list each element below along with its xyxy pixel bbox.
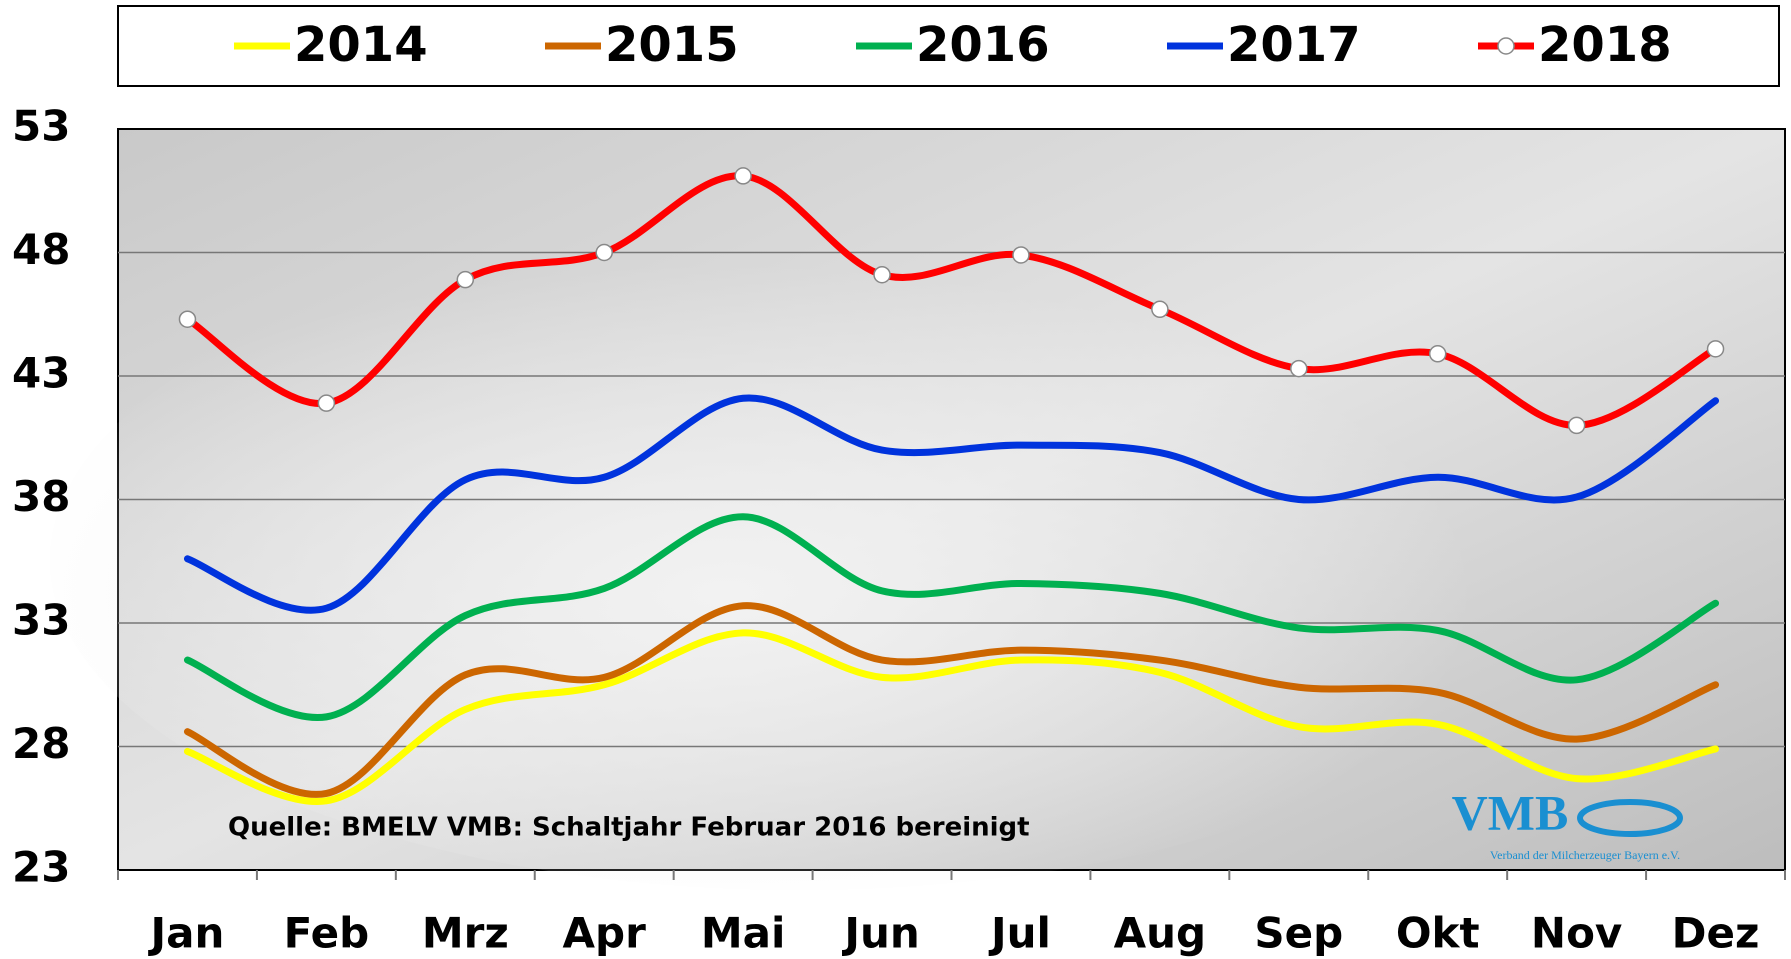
- series-line: [183, 394, 1720, 614]
- x-tick-label: Jul: [988, 909, 1051, 958]
- y-tick-label: 33: [12, 596, 70, 645]
- legend-label: 2018: [1538, 17, 1672, 73]
- x-tick-label: Apr: [563, 909, 647, 958]
- legend-label: 2014: [294, 17, 428, 73]
- series-line: [183, 172, 1720, 429]
- point-marker: [595, 243, 613, 262]
- logo-title: VMB: [1452, 784, 1569, 840]
- legend-label: 2015: [605, 17, 739, 73]
- x-tick-label: Dez: [1672, 909, 1760, 958]
- logo-icon: [1577, 799, 1683, 837]
- x-tick-label: Nov: [1531, 909, 1622, 958]
- x-tick-label: Mai: [701, 909, 786, 958]
- y-tick-label: 48: [12, 225, 70, 274]
- point-marker: [734, 167, 752, 185]
- point-marker: [1290, 359, 1308, 378]
- legend-marker: [1497, 37, 1515, 55]
- y-tick-label: 23: [12, 843, 70, 892]
- x-tick-label: Jun: [841, 909, 919, 958]
- series-line: [183, 629, 1720, 806]
- y-tick-label: 43: [12, 349, 70, 398]
- series-line: [183, 513, 1720, 722]
- x-tick-label: Aug: [1114, 909, 1206, 958]
- point-marker: [1012, 246, 1030, 264]
- x-tick-label: Okt: [1396, 909, 1480, 958]
- point-marker: [1151, 300, 1169, 319]
- x-tick-label: Sep: [1254, 909, 1343, 958]
- point-marker: [873, 265, 891, 284]
- background-splash: [50, 230, 1550, 890]
- legend-label: 2017: [1227, 17, 1361, 73]
- x-tick-label: Feb: [284, 909, 370, 958]
- y-tick-label: 53: [12, 102, 70, 151]
- point-marker: [1428, 345, 1447, 363]
- point-marker: [178, 310, 197, 328]
- annotation: Quelle: BMELV VMB: Schaltjahr Februar 20…: [228, 813, 1030, 843]
- point-marker: [317, 394, 336, 412]
- y-tick-label: 28: [12, 719, 70, 768]
- point-marker: [456, 270, 475, 289]
- series-line: [183, 602, 1720, 798]
- logo-subtitle: Verband der Milcherzeuger Bayern e.V.: [1490, 848, 1680, 862]
- legend-label: 2016: [916, 17, 1050, 73]
- x-tick-label: Jan: [148, 909, 225, 958]
- point-marker: [1706, 340, 1725, 358]
- y-tick-label: 38: [12, 472, 70, 521]
- x-tick-label: Mrz: [422, 909, 509, 958]
- point-marker: [1567, 416, 1586, 435]
